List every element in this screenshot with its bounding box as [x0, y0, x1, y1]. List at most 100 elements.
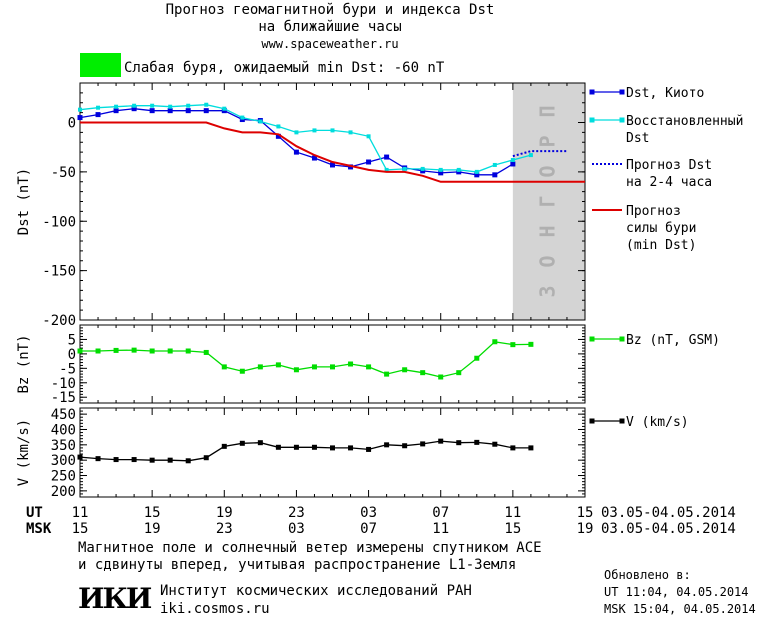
updated-ut: UT 11:04, 04.05.2014	[604, 585, 749, 599]
msk-tick-label: 15	[72, 521, 89, 537]
data-point	[492, 162, 497, 167]
data-point	[348, 445, 354, 451]
legend-label: Прогноз Dst	[626, 158, 712, 173]
institute-name: Институт космических исследований РАН	[160, 583, 472, 599]
y-tick-label: 200	[51, 484, 76, 500]
data-point	[149, 457, 155, 463]
data-point	[348, 164, 354, 170]
data-point	[402, 166, 407, 171]
y-tick-label: 250	[51, 469, 76, 485]
data-point	[330, 162, 335, 168]
data-point	[131, 106, 137, 112]
data-point	[420, 441, 426, 447]
series-line	[79, 108, 514, 176]
site-url: www.spaceweather.ru	[261, 37, 399, 51]
data-point	[221, 364, 227, 370]
data-point	[330, 364, 335, 370]
data-point	[95, 112, 101, 118]
data-point	[185, 458, 191, 464]
data-point	[113, 457, 119, 463]
forecast-zone	[512, 83, 585, 320]
ut-tick-label: 11	[72, 505, 89, 521]
forecast-zone-letter: О	[535, 255, 559, 267]
date-range-label: 03.05-04.05.2014	[601, 521, 736, 537]
data-point	[204, 102, 209, 107]
y-tick-label: 350	[51, 438, 76, 454]
data-point	[528, 341, 534, 347]
data-point	[384, 154, 390, 160]
data-point	[222, 106, 227, 111]
msk-tick-label: 19	[577, 521, 594, 537]
msk-tick-label: 07	[360, 521, 377, 537]
legend-label: V (km/s)	[626, 415, 689, 430]
date-range-label: 03.05-04.05.2014	[601, 505, 736, 521]
legend-label: на 2-4 часа	[626, 175, 712, 190]
data-point	[203, 108, 209, 114]
data-point	[474, 169, 479, 174]
ut-axis-label: UT	[26, 505, 43, 521]
data-point	[114, 104, 119, 109]
iki-logo: ИКИ	[78, 582, 152, 615]
panel-frame	[79, 324, 586, 404]
ut-tick-label: 11	[504, 505, 521, 521]
data-point	[474, 439, 480, 445]
data-point	[149, 108, 155, 114]
data-point	[492, 441, 498, 447]
data-point	[510, 158, 515, 163]
data-point	[203, 455, 209, 461]
data-point	[402, 443, 408, 449]
data-point	[311, 155, 317, 161]
y-tick-label: 400	[51, 422, 76, 438]
data-point	[203, 349, 209, 355]
data-point	[384, 371, 390, 377]
data-point	[221, 443, 227, 449]
data-point	[438, 167, 443, 172]
data-point	[420, 166, 425, 171]
data-point	[239, 440, 245, 446]
data-point	[113, 108, 119, 114]
data-point	[186, 103, 191, 108]
data-point	[131, 457, 137, 463]
data-point	[293, 367, 299, 373]
series-line	[79, 440, 531, 462]
data-point	[402, 367, 408, 373]
data-point	[276, 124, 281, 129]
y-axis-label: Bz (nT)	[16, 334, 32, 393]
legend-marker	[589, 418, 595, 424]
y-tick-label: 450	[51, 407, 76, 423]
y-tick-label: -15	[51, 390, 76, 406]
legend-marker	[619, 117, 625, 123]
msk-tick-label: 19	[144, 521, 161, 537]
data-point	[384, 167, 389, 172]
data-point	[78, 107, 82, 112]
data-point	[528, 153, 533, 158]
forecast-zone-letter: П	[535, 105, 559, 117]
data-point	[293, 149, 299, 155]
storm-level-label: Слабая буря, ожидаемый min Dst: -60 nT	[124, 60, 445, 76]
data-point	[311, 444, 317, 450]
legend-label: (min Dst)	[626, 238, 696, 253]
legend-marker	[619, 418, 625, 424]
y-tick-label: -150	[42, 264, 76, 280]
data-point	[438, 170, 444, 176]
data-point	[366, 446, 372, 452]
page-subtitle: на ближайшие часы	[258, 19, 402, 35]
data-point	[167, 457, 173, 463]
data-point	[257, 440, 263, 446]
ut-tick-label: 15	[144, 505, 161, 521]
y-tick-label: -5	[59, 361, 76, 377]
data-point	[474, 355, 480, 361]
data-point	[510, 161, 516, 167]
legend-marker	[589, 336, 595, 342]
ut-tick-label: 19	[216, 505, 233, 521]
series-line	[80, 121, 585, 183]
page-title: Прогноз геомагнитной бури и индекса Dst	[165, 2, 495, 18]
msk-tick-label: 23	[216, 521, 233, 537]
ut-tick-label: 15	[577, 505, 594, 521]
legend-label: Dst, Киото	[626, 86, 704, 101]
data-point	[77, 454, 83, 460]
data-point	[132, 103, 137, 108]
data-point	[456, 370, 462, 376]
data-point	[185, 108, 191, 114]
